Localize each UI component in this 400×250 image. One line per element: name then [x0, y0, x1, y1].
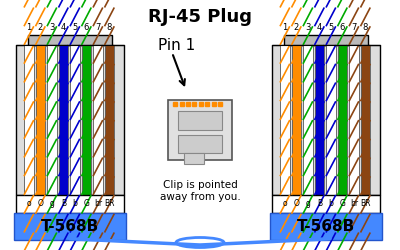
Text: 1: 1: [282, 24, 288, 32]
Bar: [338, 45, 347, 195]
Bar: [104, 45, 114, 195]
Text: 6: 6: [84, 24, 89, 32]
Text: 3: 3: [305, 24, 310, 32]
Text: 8: 8: [107, 24, 112, 32]
FancyBboxPatch shape: [272, 195, 380, 212]
Bar: [349, 45, 359, 195]
Bar: [104, 45, 114, 195]
Bar: [280, 45, 290, 195]
Text: 3: 3: [49, 24, 54, 32]
Bar: [93, 45, 103, 195]
Bar: [47, 45, 57, 195]
FancyBboxPatch shape: [168, 100, 232, 160]
Bar: [303, 45, 313, 195]
Bar: [314, 45, 324, 195]
FancyBboxPatch shape: [16, 45, 124, 195]
Bar: [70, 45, 80, 195]
Text: g: g: [305, 199, 310, 208]
FancyBboxPatch shape: [28, 35, 112, 45]
FancyBboxPatch shape: [16, 195, 124, 212]
Text: O: O: [293, 199, 299, 208]
Bar: [280, 45, 290, 195]
Text: 5: 5: [72, 24, 78, 32]
Bar: [93, 45, 103, 195]
Bar: [70, 45, 80, 195]
Text: BR: BR: [104, 199, 114, 208]
Text: br: br: [350, 199, 358, 208]
FancyBboxPatch shape: [178, 111, 222, 130]
Text: BR: BR: [360, 199, 370, 208]
Text: 4: 4: [61, 24, 66, 32]
Bar: [36, 45, 45, 195]
Text: 5: 5: [328, 24, 334, 32]
Text: br: br: [94, 199, 102, 208]
Text: B: B: [61, 199, 66, 208]
FancyBboxPatch shape: [14, 212, 126, 240]
Bar: [70, 45, 80, 195]
Text: T-568B: T-568B: [41, 219, 99, 234]
Bar: [24, 45, 34, 195]
Bar: [82, 45, 91, 195]
Bar: [326, 45, 336, 195]
Text: b: b: [72, 199, 77, 208]
Bar: [349, 45, 359, 195]
Bar: [292, 45, 301, 195]
Text: RJ-45 Plug: RJ-45 Plug: [148, 8, 252, 26]
Bar: [303, 45, 313, 195]
Bar: [82, 45, 91, 195]
FancyBboxPatch shape: [184, 152, 204, 164]
Text: Pin 1: Pin 1: [158, 38, 195, 52]
Bar: [292, 45, 301, 195]
Text: b: b: [328, 199, 333, 208]
FancyBboxPatch shape: [284, 35, 368, 45]
Bar: [47, 45, 57, 195]
Bar: [58, 45, 68, 195]
Text: o: o: [26, 199, 31, 208]
Bar: [58, 45, 68, 195]
Text: 2: 2: [294, 24, 299, 32]
Text: 7: 7: [95, 24, 100, 32]
Bar: [326, 45, 336, 195]
Bar: [303, 45, 313, 195]
Text: O: O: [37, 199, 43, 208]
FancyBboxPatch shape: [178, 135, 222, 152]
FancyBboxPatch shape: [270, 212, 382, 240]
Text: o: o: [282, 199, 287, 208]
Text: 4: 4: [317, 24, 322, 32]
Bar: [314, 45, 324, 195]
Bar: [360, 45, 370, 195]
Bar: [47, 45, 57, 195]
Bar: [93, 45, 103, 195]
Text: G: G: [339, 199, 345, 208]
Bar: [82, 45, 91, 195]
Text: 8: 8: [363, 24, 368, 32]
Bar: [36, 45, 45, 195]
Bar: [314, 45, 324, 195]
Text: 7: 7: [351, 24, 356, 32]
Text: 1: 1: [26, 24, 32, 32]
Bar: [24, 45, 34, 195]
Bar: [58, 45, 68, 195]
Text: B: B: [317, 199, 322, 208]
Text: 6: 6: [340, 24, 345, 32]
Bar: [280, 45, 290, 195]
Text: Clip is pointed
away from you.: Clip is pointed away from you.: [160, 180, 240, 202]
Bar: [36, 45, 45, 195]
Bar: [104, 45, 114, 195]
Bar: [338, 45, 347, 195]
Bar: [349, 45, 359, 195]
Bar: [360, 45, 370, 195]
Text: 2: 2: [38, 24, 43, 32]
Text: g: g: [49, 199, 54, 208]
Bar: [292, 45, 301, 195]
FancyBboxPatch shape: [272, 45, 380, 195]
Text: T-568B: T-568B: [297, 219, 355, 234]
Bar: [360, 45, 370, 195]
Bar: [338, 45, 347, 195]
Text: G: G: [83, 199, 89, 208]
Bar: [24, 45, 34, 195]
Bar: [326, 45, 336, 195]
